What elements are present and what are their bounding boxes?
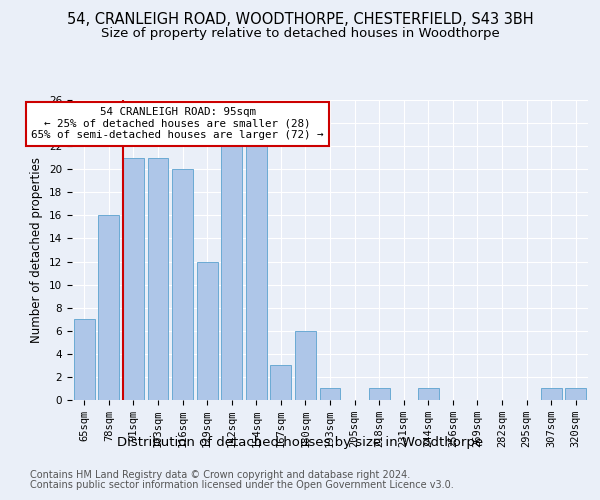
Bar bbox=[98, 216, 119, 400]
Text: 54 CRANLEIGH ROAD: 95sqm
← 25% of detached houses are smaller (28)
65% of semi-d: 54 CRANLEIGH ROAD: 95sqm ← 25% of detach… bbox=[31, 107, 324, 140]
Bar bbox=[74, 319, 95, 400]
Bar bbox=[221, 146, 242, 400]
Bar bbox=[271, 366, 292, 400]
Bar bbox=[172, 169, 193, 400]
Bar bbox=[541, 388, 562, 400]
Text: Contains HM Land Registry data © Crown copyright and database right 2024.: Contains HM Land Registry data © Crown c… bbox=[30, 470, 410, 480]
Bar bbox=[123, 158, 144, 400]
Bar bbox=[320, 388, 340, 400]
Bar bbox=[295, 331, 316, 400]
Text: Size of property relative to detached houses in Woodthorpe: Size of property relative to detached ho… bbox=[101, 28, 499, 40]
Bar bbox=[368, 388, 389, 400]
Bar bbox=[565, 388, 586, 400]
Bar bbox=[197, 262, 218, 400]
Text: 54, CRANLEIGH ROAD, WOODTHORPE, CHESTERFIELD, S43 3BH: 54, CRANLEIGH ROAD, WOODTHORPE, CHESTERF… bbox=[67, 12, 533, 28]
Bar bbox=[246, 146, 267, 400]
Y-axis label: Number of detached properties: Number of detached properties bbox=[31, 157, 43, 343]
Bar bbox=[418, 388, 439, 400]
Text: Distribution of detached houses by size in Woodthorpe: Distribution of detached houses by size … bbox=[117, 436, 483, 449]
Text: Contains public sector information licensed under the Open Government Licence v3: Contains public sector information licen… bbox=[30, 480, 454, 490]
Bar bbox=[148, 158, 169, 400]
